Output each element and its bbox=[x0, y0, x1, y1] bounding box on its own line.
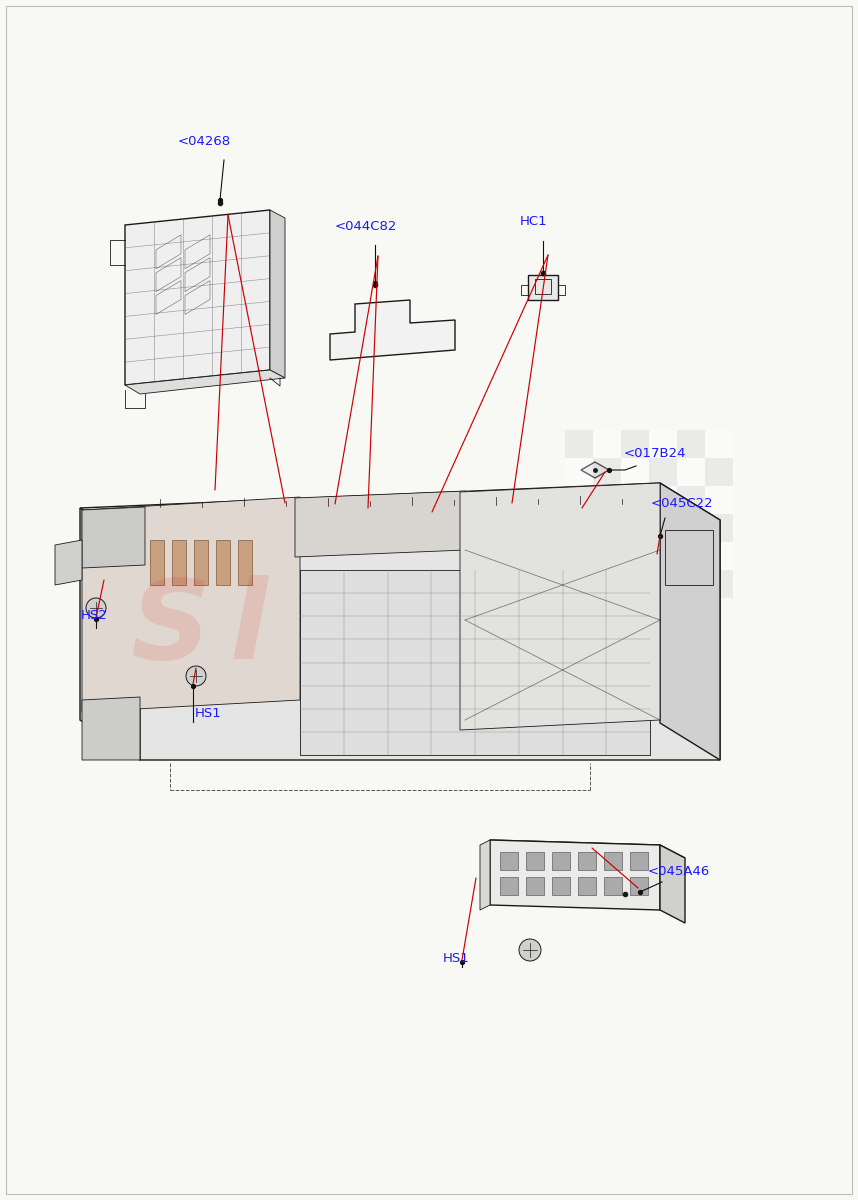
Bar bbox=[593, 514, 621, 542]
Polygon shape bbox=[82, 506, 145, 568]
Polygon shape bbox=[330, 300, 455, 360]
Bar bbox=[526, 877, 544, 895]
Text: l: l bbox=[230, 575, 268, 682]
Bar bbox=[194, 540, 208, 584]
Bar bbox=[665, 530, 713, 584]
Text: HC1: HC1 bbox=[520, 215, 547, 228]
Polygon shape bbox=[295, 491, 465, 557]
Bar bbox=[705, 430, 733, 458]
Bar bbox=[621, 458, 649, 486]
Bar bbox=[300, 570, 650, 755]
Bar bbox=[621, 542, 649, 570]
Polygon shape bbox=[140, 520, 720, 760]
Bar bbox=[649, 486, 677, 514]
Bar bbox=[526, 852, 544, 870]
Text: <04268: <04268 bbox=[178, 134, 231, 148]
Bar bbox=[565, 514, 593, 542]
Bar bbox=[621, 570, 649, 598]
Bar bbox=[552, 852, 570, 870]
Polygon shape bbox=[80, 508, 140, 760]
Bar bbox=[172, 540, 186, 584]
Bar bbox=[649, 458, 677, 486]
Polygon shape bbox=[125, 210, 270, 385]
Bar bbox=[565, 542, 593, 570]
Bar bbox=[578, 852, 596, 870]
Text: <017B24: <017B24 bbox=[624, 446, 686, 460]
Polygon shape bbox=[270, 210, 285, 378]
Polygon shape bbox=[480, 840, 490, 910]
Text: S: S bbox=[130, 575, 210, 682]
Polygon shape bbox=[660, 845, 685, 923]
Bar bbox=[150, 540, 164, 584]
Bar bbox=[621, 430, 649, 458]
Bar bbox=[649, 514, 677, 542]
Bar bbox=[578, 877, 596, 895]
Bar bbox=[677, 542, 705, 570]
Polygon shape bbox=[55, 540, 82, 584]
Bar bbox=[705, 542, 733, 570]
Bar bbox=[677, 570, 705, 598]
Bar bbox=[565, 458, 593, 486]
Bar bbox=[705, 570, 733, 598]
Bar bbox=[552, 877, 570, 895]
Circle shape bbox=[186, 666, 206, 686]
Bar bbox=[630, 877, 648, 895]
Bar bbox=[500, 877, 518, 895]
Polygon shape bbox=[460, 482, 660, 730]
Text: HS1: HS1 bbox=[443, 952, 469, 965]
Bar bbox=[535, 278, 551, 294]
Bar bbox=[677, 514, 705, 542]
Polygon shape bbox=[80, 482, 720, 548]
Bar bbox=[677, 486, 705, 514]
Bar bbox=[705, 514, 733, 542]
Circle shape bbox=[86, 598, 106, 618]
Bar bbox=[528, 275, 558, 300]
Polygon shape bbox=[490, 840, 660, 910]
Bar bbox=[593, 430, 621, 458]
Bar bbox=[604, 877, 622, 895]
Bar bbox=[649, 570, 677, 598]
Polygon shape bbox=[490, 840, 685, 858]
Bar bbox=[649, 542, 677, 570]
Bar bbox=[677, 430, 705, 458]
Bar bbox=[630, 852, 648, 870]
Text: <045A46: <045A46 bbox=[648, 865, 710, 878]
Bar bbox=[565, 430, 593, 458]
Bar bbox=[565, 570, 593, 598]
Text: HS2: HS2 bbox=[81, 608, 108, 622]
Circle shape bbox=[519, 938, 541, 961]
Text: HS1: HS1 bbox=[195, 707, 221, 720]
Polygon shape bbox=[82, 497, 300, 712]
Bar bbox=[216, 540, 230, 584]
Text: <044C82: <044C82 bbox=[335, 220, 397, 233]
Text: <045C22: <045C22 bbox=[651, 497, 714, 510]
Bar bbox=[649, 430, 677, 458]
Bar bbox=[604, 852, 622, 870]
Bar bbox=[621, 514, 649, 542]
Polygon shape bbox=[82, 697, 140, 760]
Polygon shape bbox=[125, 370, 285, 394]
Bar bbox=[705, 458, 733, 486]
Bar bbox=[705, 486, 733, 514]
Bar bbox=[593, 542, 621, 570]
Bar bbox=[677, 458, 705, 486]
Bar bbox=[593, 458, 621, 486]
Bar bbox=[500, 852, 518, 870]
Bar bbox=[593, 570, 621, 598]
Polygon shape bbox=[581, 462, 609, 478]
Polygon shape bbox=[660, 482, 720, 760]
Bar bbox=[593, 486, 621, 514]
Bar bbox=[238, 540, 252, 584]
Bar bbox=[621, 486, 649, 514]
Bar bbox=[565, 486, 593, 514]
